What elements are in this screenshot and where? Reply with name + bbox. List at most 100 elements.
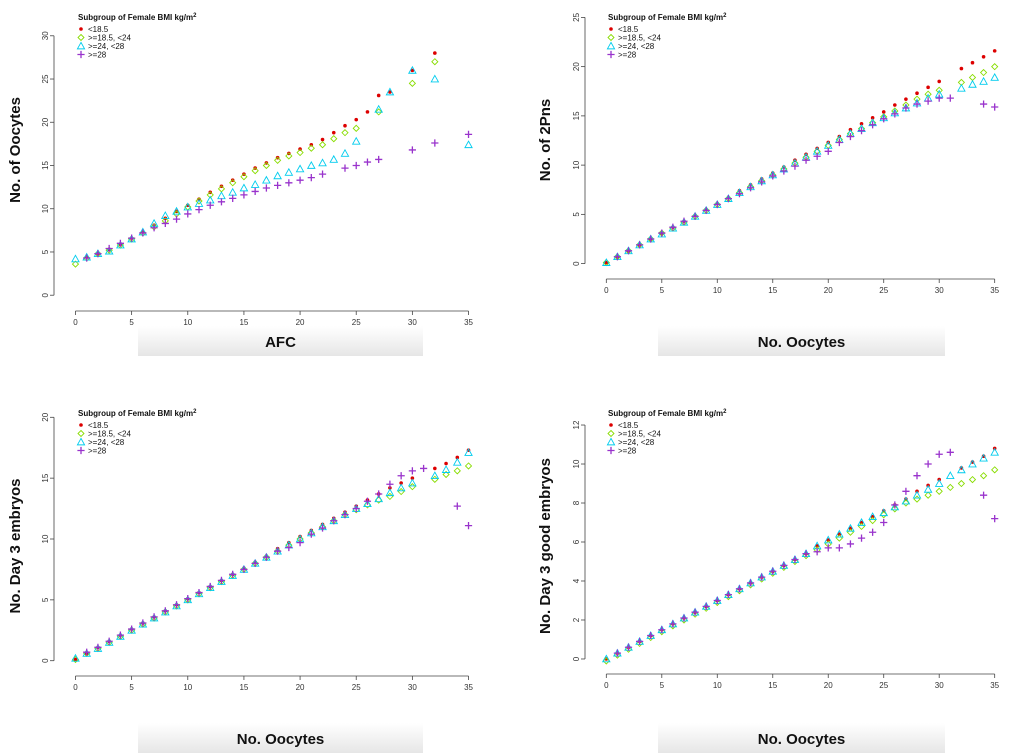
data-point [604,260,609,265]
data-point [160,211,170,219]
data-point [105,244,113,253]
data-point [128,625,136,633]
data-point [430,471,440,480]
data-point [924,90,932,98]
data-point [613,649,622,657]
legend-item: >=28 [607,51,637,60]
legend-marker [76,41,86,50]
data-point [464,130,473,138]
data-point [228,187,238,196]
data-point [453,502,461,510]
data-point [149,613,159,622]
data-point [769,567,777,575]
data-point [352,161,360,170]
data-point [724,592,733,601]
legend-label: >=24, <28 [88,438,125,447]
data-point [385,87,395,96]
data-point [669,620,677,628]
x-tick-label: 35 [464,318,473,327]
data-point [791,557,799,566]
data-point [680,614,688,622]
data-point [161,219,169,228]
x-tick-label: 5 [660,681,665,690]
x-tick-label: 5 [129,318,134,327]
legend-label: >=28 [88,51,107,60]
data-point [354,117,359,122]
y-tick-label: 5 [41,597,50,602]
data-point [893,103,897,107]
data-point [239,183,249,192]
legend: Subgroup of Female BMI kg/m2 <18.5>=18.5,… [76,409,197,456]
data-point [464,140,473,149]
legend-marker [607,429,615,438]
data-point [150,224,158,232]
data-point [935,94,943,102]
data-point [834,529,844,538]
data-point [647,633,655,642]
data-point [846,523,855,532]
series-1 [602,62,999,267]
data-point [285,152,293,160]
data-point [846,132,855,141]
data-point [880,115,888,123]
data-point [296,539,304,547]
x-tick-label: 10 [183,318,192,327]
data-point [990,72,1000,81]
data-point [981,54,986,59]
legend-marker [77,33,85,42]
data-point [935,450,943,458]
y-tick-label: 8 [572,500,581,505]
data-point [780,561,788,569]
data-point [452,457,462,466]
data-point [251,187,259,196]
series-3 [83,130,473,262]
legend-title-superscript: 2 [193,409,197,415]
data-point [601,258,611,266]
data-point [913,100,921,108]
data-point [880,518,888,527]
x-tick-label: 30 [408,683,417,692]
data-point [397,487,405,496]
data-point [82,648,92,657]
data-point [746,579,755,587]
data-point [464,462,473,470]
data-point [160,607,170,616]
data-point [880,511,888,519]
data-point [791,162,799,170]
legend-item: >=18.5, <24 [77,33,131,43]
series-0 [604,446,997,661]
data-point [240,565,248,574]
legend-label: >=18.5, <24 [618,430,661,439]
data-point [273,171,282,180]
data-point [912,490,922,499]
x-axis-label-box [658,723,945,753]
data-point [613,651,622,659]
data-point [780,563,788,571]
data-point [913,472,921,480]
data-point [341,511,349,519]
data-point [105,637,113,645]
axes: 0 5 10 15 20 25 30 35 0 5 10 15 20 [41,412,473,692]
y-tick-label: 10 [572,459,581,468]
data-point [904,97,908,101]
data-point [306,160,316,169]
data-point [296,176,304,184]
data-point [724,591,732,599]
legend-label: >=24, <28 [618,438,655,447]
data-point [870,514,875,519]
x-tick-label: 30 [935,286,944,295]
data-point [957,83,966,92]
panel-oocytes-vs-afc: 0 5 10 15 20 25 30 35 0 5 10 15 20 25 30 No. of Oocytes… [7,13,474,356]
data-point [946,448,954,456]
legend-marker [77,50,85,59]
data-point [228,570,238,579]
data-point [823,535,833,544]
y-tick-label: 15 [41,161,50,170]
x-tick-label: 15 [768,286,777,295]
legend-label: <18.5 [618,25,639,34]
data-point [957,479,966,488]
data-point [891,501,899,509]
y-tick-label: 15 [572,111,581,120]
data-point [285,179,293,187]
data-point [746,184,755,192]
